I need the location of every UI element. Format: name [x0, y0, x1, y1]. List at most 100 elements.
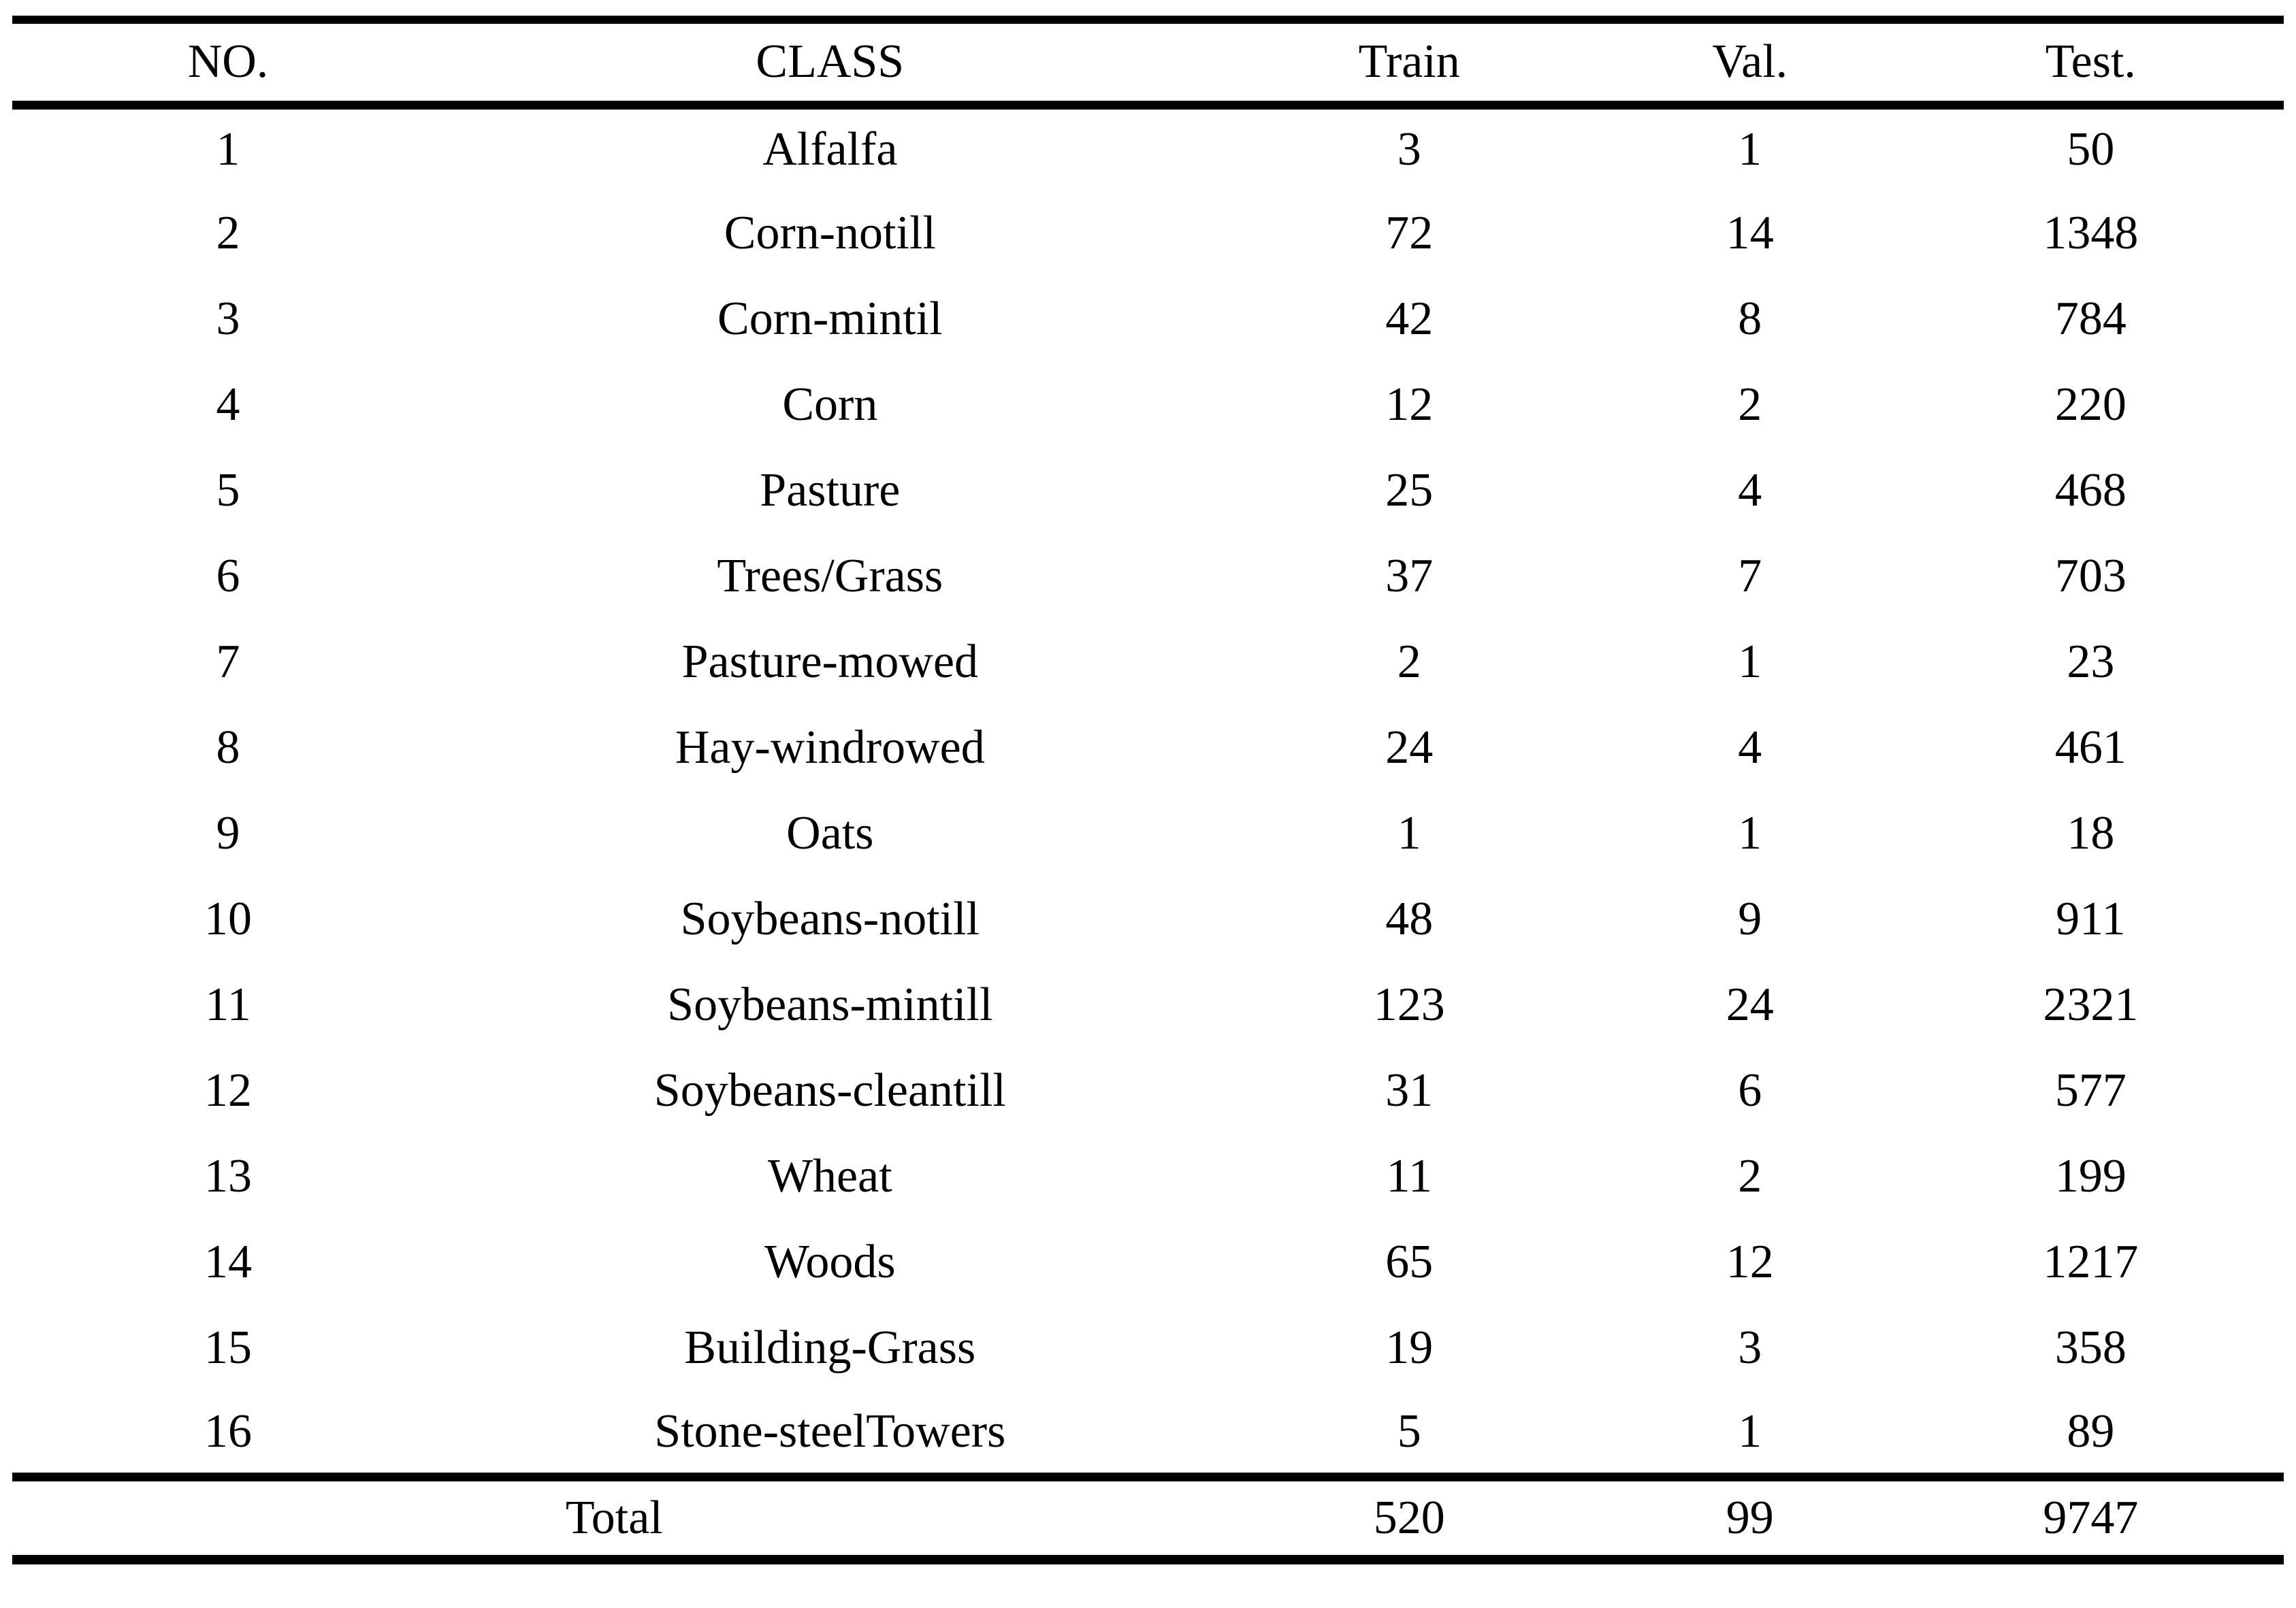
- table-row: 3 Corn-mintil 42 8 784: [12, 276, 2284, 362]
- cell-test: 461: [2054, 721, 2127, 774]
- cell-test: 1217: [2043, 1236, 2139, 1288]
- table-row: 11 Soybeans-mintill 123 24 2321: [12, 962, 2284, 1048]
- cell-no: 10: [204, 893, 252, 945]
- cell-class: Stone-steelTowers: [654, 1405, 1006, 1458]
- table-footer: Total 520 99 9747: [12, 1477, 2284, 1560]
- cell-val: 14: [1726, 207, 1774, 259]
- cell-test: 89: [2067, 1405, 2115, 1458]
- cell-val: 1: [1738, 807, 1762, 859]
- cell-class: Woods: [764, 1236, 896, 1288]
- cell-val: 1: [1738, 1405, 1762, 1458]
- cell-class: Building-Grass: [684, 1322, 976, 1374]
- table-header: NO. CLASS Train Val. Test.: [12, 20, 2284, 105]
- cell-no: 16: [204, 1405, 252, 1458]
- cell-class: Soybeans-cleantill: [653, 1064, 1006, 1117]
- table-row: 5 Pasture 25 4 468: [12, 448, 2284, 534]
- cell-no: 4: [216, 378, 240, 431]
- table-row: 4 Corn 12 2 220: [12, 362, 2284, 448]
- cell-train: 31: [1385, 1064, 1434, 1117]
- cell-class: Wheat: [767, 1150, 892, 1202]
- cell-class: Pasture-mowed: [681, 636, 979, 688]
- cell-train: 123: [1373, 979, 1445, 1031]
- cell-class: Oats: [786, 807, 874, 859]
- cell-test: 220: [2054, 378, 2127, 431]
- col-header-class: CLASS: [756, 35, 905, 88]
- table-row: 2 Corn-notill 72 14 1348: [12, 191, 2284, 276]
- cell-class: Hay-windrowed: [675, 721, 985, 774]
- cell-no: 7: [216, 636, 240, 688]
- cell-test: 199: [2054, 1150, 2127, 1202]
- cell-test: 1348: [2043, 207, 2139, 259]
- cell-train: 3: [1397, 123, 1421, 176]
- cell-no: 6: [216, 550, 240, 602]
- cell-test: 358: [2054, 1322, 2127, 1374]
- col-header-val: Val.: [1712, 35, 1788, 88]
- total-row: Total 520 99 9747: [12, 1477, 2284, 1560]
- cell-train: 42: [1385, 293, 1434, 345]
- table-row: 10 Soybeans-notill 48 9 911: [12, 876, 2284, 962]
- cell-class: Soybeans-notill: [680, 893, 980, 945]
- cell-test: 23: [2067, 636, 2115, 688]
- cell-test: 50: [2067, 123, 2115, 176]
- cell-class: Trees/Grass: [717, 550, 943, 602]
- cell-train: 5: [1397, 1405, 1421, 1458]
- cell-class: Pasture: [760, 464, 901, 516]
- table-row: 13 Wheat 11 2 199: [12, 1134, 2284, 1219]
- cell-no: 5: [216, 464, 240, 516]
- cell-no: 3: [216, 293, 240, 345]
- col-header-train: Train: [1358, 35, 1460, 88]
- cell-train: 25: [1385, 464, 1434, 516]
- table-row: 12 Soybeans-cleantill 31 6 577: [12, 1048, 2284, 1134]
- cell-test: 18: [2067, 807, 2115, 859]
- cell-train: 12: [1385, 378, 1434, 431]
- cell-train: 65: [1385, 1236, 1434, 1288]
- cell-no: 1: [216, 123, 240, 176]
- header-row: NO. CLASS Train Val. Test.: [12, 20, 2284, 105]
- cell-train: 37: [1385, 550, 1434, 602]
- table-row: 15 Building-Grass 19 3 358: [12, 1305, 2284, 1391]
- cell-val: 24: [1726, 979, 1774, 1031]
- cell-val: 2: [1738, 378, 1762, 431]
- table-row: 7 Pasture-mowed 2 1 23: [12, 619, 2284, 705]
- cell-val: 4: [1738, 464, 1762, 516]
- cell-val: 1: [1738, 123, 1762, 176]
- cell-val: 12: [1726, 1236, 1774, 1288]
- total-val: 99: [1726, 1491, 1774, 1544]
- cell-train: 1: [1397, 807, 1421, 859]
- dataset-split-table: NO. CLASS Train Val. Test. 1 Alfalfa 3 1…: [12, 16, 2284, 1564]
- total-train: 520: [1373, 1491, 1445, 1544]
- table-row: 16 Stone-steelTowers 5 1 89: [12, 1391, 2284, 1477]
- cell-test: 577: [2054, 1064, 2127, 1117]
- total-test: 9747: [2043, 1491, 2139, 1544]
- total-label: Total: [565, 1491, 663, 1544]
- cell-val: 1: [1738, 636, 1762, 688]
- cell-test: 468: [2054, 464, 2127, 516]
- cell-no: 15: [204, 1322, 252, 1374]
- table-row: 1 Alfalfa 3 1 50: [12, 105, 2284, 191]
- table-row: 14 Woods 65 12 1217: [12, 1219, 2284, 1305]
- cell-class: Alfalfa: [762, 123, 898, 176]
- table-row: 6 Trees/Grass 37 7 703: [12, 534, 2284, 619]
- cell-class: Corn-mintil: [717, 293, 943, 345]
- cell-no: 2: [216, 207, 240, 259]
- col-header-test: Test.: [2045, 35, 2136, 88]
- cell-val: 4: [1738, 721, 1762, 774]
- cell-no: 14: [204, 1236, 252, 1288]
- cell-no: 11: [205, 979, 251, 1031]
- cell-test: 703: [2054, 550, 2127, 602]
- table-row: 9 Oats 1 1 18: [12, 791, 2284, 876]
- cell-class: Soybeans-mintill: [667, 979, 993, 1031]
- cell-train: 24: [1385, 721, 1434, 774]
- table-body: 1 Alfalfa 3 1 50 2 Corn-notill 72 14 134…: [12, 105, 2284, 1477]
- cell-val: 2: [1738, 1150, 1762, 1202]
- cell-train: 72: [1385, 207, 1434, 259]
- cell-train: 2: [1397, 636, 1421, 688]
- table-row: 8 Hay-windrowed 24 4 461: [12, 705, 2284, 791]
- cell-val: 8: [1738, 293, 1762, 345]
- cell-no: 12: [204, 1064, 252, 1117]
- cell-val: 7: [1738, 550, 1762, 602]
- cell-train: 11: [1386, 1150, 1432, 1202]
- cell-no: 13: [204, 1150, 252, 1202]
- cell-class: Corn: [782, 378, 878, 431]
